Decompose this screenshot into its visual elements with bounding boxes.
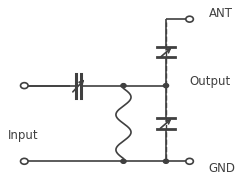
Circle shape xyxy=(121,84,126,88)
Text: ANT: ANT xyxy=(208,7,233,20)
Text: Output: Output xyxy=(189,76,231,88)
Circle shape xyxy=(163,159,169,163)
Text: Input: Input xyxy=(8,129,38,142)
Circle shape xyxy=(121,159,126,163)
Text: GND: GND xyxy=(208,162,235,175)
Circle shape xyxy=(163,84,169,88)
